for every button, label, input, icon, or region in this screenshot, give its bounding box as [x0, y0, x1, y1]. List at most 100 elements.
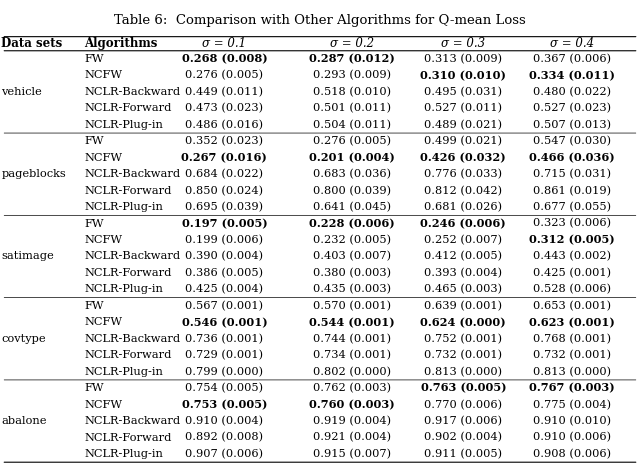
Text: 0.527 (0.023): 0.527 (0.023) [532, 103, 611, 114]
Text: 0.197 (0.005): 0.197 (0.005) [182, 218, 268, 229]
Text: 0.915 (0.007): 0.915 (0.007) [313, 449, 391, 459]
Text: 0.293 (0.009): 0.293 (0.009) [313, 70, 391, 80]
Text: 0.910 (0.010): 0.910 (0.010) [532, 416, 611, 426]
Text: 0.499 (0.021): 0.499 (0.021) [424, 136, 502, 147]
Text: NCLR-Plug-in: NCLR-Plug-in [84, 449, 163, 459]
Text: pageblocks: pageblocks [1, 169, 66, 179]
Text: 0.683 (0.036): 0.683 (0.036) [313, 169, 391, 179]
Text: 0.334 (0.011): 0.334 (0.011) [529, 70, 614, 81]
Text: NCLR-Forward: NCLR-Forward [84, 432, 172, 443]
Text: 0.800 (0.039): 0.800 (0.039) [313, 185, 391, 196]
Text: 0.653 (0.001): 0.653 (0.001) [532, 301, 611, 311]
Text: 0.760 (0.003): 0.760 (0.003) [309, 399, 395, 410]
Text: 0.734 (0.001): 0.734 (0.001) [313, 350, 391, 360]
Text: σ = 0.2: σ = 0.2 [330, 37, 374, 50]
Text: NCLR-Backward: NCLR-Backward [84, 87, 180, 97]
Text: 0.861 (0.019): 0.861 (0.019) [532, 185, 611, 196]
Text: 0.276 (0.005): 0.276 (0.005) [313, 136, 391, 147]
Text: 0.907 (0.006): 0.907 (0.006) [186, 449, 264, 459]
Text: 0.480 (0.022): 0.480 (0.022) [532, 87, 611, 97]
Text: 0.850 (0.024): 0.850 (0.024) [186, 185, 264, 196]
Text: 0.426 (0.032): 0.426 (0.032) [420, 152, 506, 163]
Text: abalone: abalone [1, 416, 47, 426]
Text: 0.287 (0.012): 0.287 (0.012) [309, 53, 395, 64]
Text: 0.352 (0.023): 0.352 (0.023) [186, 136, 264, 147]
Text: 0.754 (0.005): 0.754 (0.005) [186, 383, 264, 394]
Text: FW: FW [84, 383, 104, 393]
Text: 0.232 (0.005): 0.232 (0.005) [313, 235, 391, 245]
Text: 0.813 (0.000): 0.813 (0.000) [532, 367, 611, 377]
Text: 0.763 (0.005): 0.763 (0.005) [420, 383, 506, 394]
Text: 0.921 (0.004): 0.921 (0.004) [313, 432, 391, 443]
Text: 0.762 (0.003): 0.762 (0.003) [313, 383, 391, 394]
Text: 0.799 (0.000): 0.799 (0.000) [186, 367, 264, 377]
Text: NCLR-Backward: NCLR-Backward [84, 169, 180, 179]
Text: NCLR-Plug-in: NCLR-Plug-in [84, 284, 163, 294]
Text: NCLR-Forward: NCLR-Forward [84, 268, 172, 278]
Text: 0.466 (0.036): 0.466 (0.036) [529, 152, 614, 163]
Text: NCLR-Forward: NCLR-Forward [84, 350, 172, 360]
Text: 0.908 (0.006): 0.908 (0.006) [532, 449, 611, 459]
Text: 0.495 (0.031): 0.495 (0.031) [424, 87, 502, 97]
Text: NCLR-Plug-in: NCLR-Plug-in [84, 120, 163, 130]
Text: 0.199 (0.006): 0.199 (0.006) [186, 235, 264, 245]
Text: NCFW: NCFW [84, 400, 122, 410]
Text: 0.639 (0.001): 0.639 (0.001) [424, 301, 502, 311]
Text: NCFW: NCFW [84, 317, 122, 327]
Text: 0.802 (0.000): 0.802 (0.000) [313, 367, 391, 377]
Text: 0.546 (0.001): 0.546 (0.001) [182, 317, 268, 328]
Text: Data sets: Data sets [1, 37, 63, 50]
Text: 0.910 (0.004): 0.910 (0.004) [186, 416, 264, 426]
Text: 0.813 (0.000): 0.813 (0.000) [424, 367, 502, 377]
Text: 0.268 (0.008): 0.268 (0.008) [182, 53, 268, 64]
Text: 0.380 (0.003): 0.380 (0.003) [313, 268, 391, 278]
Text: 0.732 (0.001): 0.732 (0.001) [532, 350, 611, 360]
Text: 0.570 (0.001): 0.570 (0.001) [313, 301, 391, 311]
Text: NCFW: NCFW [84, 235, 122, 245]
Text: 0.910 (0.006): 0.910 (0.006) [532, 432, 611, 443]
Text: NCLR-Plug-in: NCLR-Plug-in [84, 202, 163, 212]
Text: σ = 0.3: σ = 0.3 [442, 37, 485, 50]
Text: NCLR-Backward: NCLR-Backward [84, 252, 180, 262]
Text: 0.753 (0.005): 0.753 (0.005) [182, 399, 267, 410]
Text: 0.443 (0.002): 0.443 (0.002) [532, 251, 611, 262]
Text: 0.767 (0.003): 0.767 (0.003) [529, 383, 614, 394]
Text: 0.776 (0.033): 0.776 (0.033) [424, 169, 502, 179]
Text: FW: FW [84, 54, 104, 64]
Text: 0.892 (0.008): 0.892 (0.008) [186, 432, 264, 443]
Text: 0.902 (0.004): 0.902 (0.004) [424, 432, 502, 443]
Text: 0.323 (0.006): 0.323 (0.006) [532, 219, 611, 229]
Text: 0.567 (0.001): 0.567 (0.001) [186, 301, 264, 311]
Text: 0.425 (0.001): 0.425 (0.001) [532, 268, 611, 278]
Text: 0.917 (0.006): 0.917 (0.006) [424, 416, 502, 426]
Text: 0.390 (0.004): 0.390 (0.004) [186, 251, 264, 262]
Text: NCLR-Backward: NCLR-Backward [84, 416, 180, 426]
Text: NCFW: NCFW [84, 70, 122, 80]
Text: 0.276 (0.005): 0.276 (0.005) [186, 70, 264, 80]
Text: satimage: satimage [1, 252, 54, 262]
Text: σ = 0.1: σ = 0.1 [202, 37, 246, 50]
Text: 0.267 (0.016): 0.267 (0.016) [182, 152, 268, 163]
Text: 0.775 (0.004): 0.775 (0.004) [532, 399, 611, 410]
Text: vehicle: vehicle [1, 87, 42, 97]
Text: 0.527 (0.011): 0.527 (0.011) [424, 103, 502, 114]
Text: 0.518 (0.010): 0.518 (0.010) [313, 87, 391, 97]
Text: NCLR-Plug-in: NCLR-Plug-in [84, 367, 163, 377]
Text: 0.544 (0.001): 0.544 (0.001) [309, 317, 395, 328]
Text: 0.367 (0.006): 0.367 (0.006) [532, 54, 611, 64]
Text: 0.744 (0.001): 0.744 (0.001) [313, 333, 391, 344]
Text: FW: FW [84, 219, 104, 228]
Text: 0.677 (0.055): 0.677 (0.055) [532, 202, 611, 212]
Text: 0.768 (0.001): 0.768 (0.001) [532, 333, 611, 344]
Text: 0.435 (0.003): 0.435 (0.003) [313, 284, 391, 295]
Text: 0.412 (0.005): 0.412 (0.005) [424, 251, 502, 262]
Text: 0.695 (0.039): 0.695 (0.039) [186, 202, 264, 212]
Text: 0.489 (0.021): 0.489 (0.021) [424, 120, 502, 130]
Text: 0.310 (0.010): 0.310 (0.010) [420, 70, 506, 81]
Text: Table 6:  Comparison with Other Algorithms for Q-mean Loss: Table 6: Comparison with Other Algorithm… [114, 14, 526, 27]
Text: covtype: covtype [1, 334, 46, 344]
Text: 0.919 (0.004): 0.919 (0.004) [313, 416, 391, 426]
Text: 0.504 (0.011): 0.504 (0.011) [313, 120, 391, 130]
Text: 0.228 (0.006): 0.228 (0.006) [309, 218, 395, 229]
Text: 0.201 (0.004): 0.201 (0.004) [309, 152, 395, 163]
